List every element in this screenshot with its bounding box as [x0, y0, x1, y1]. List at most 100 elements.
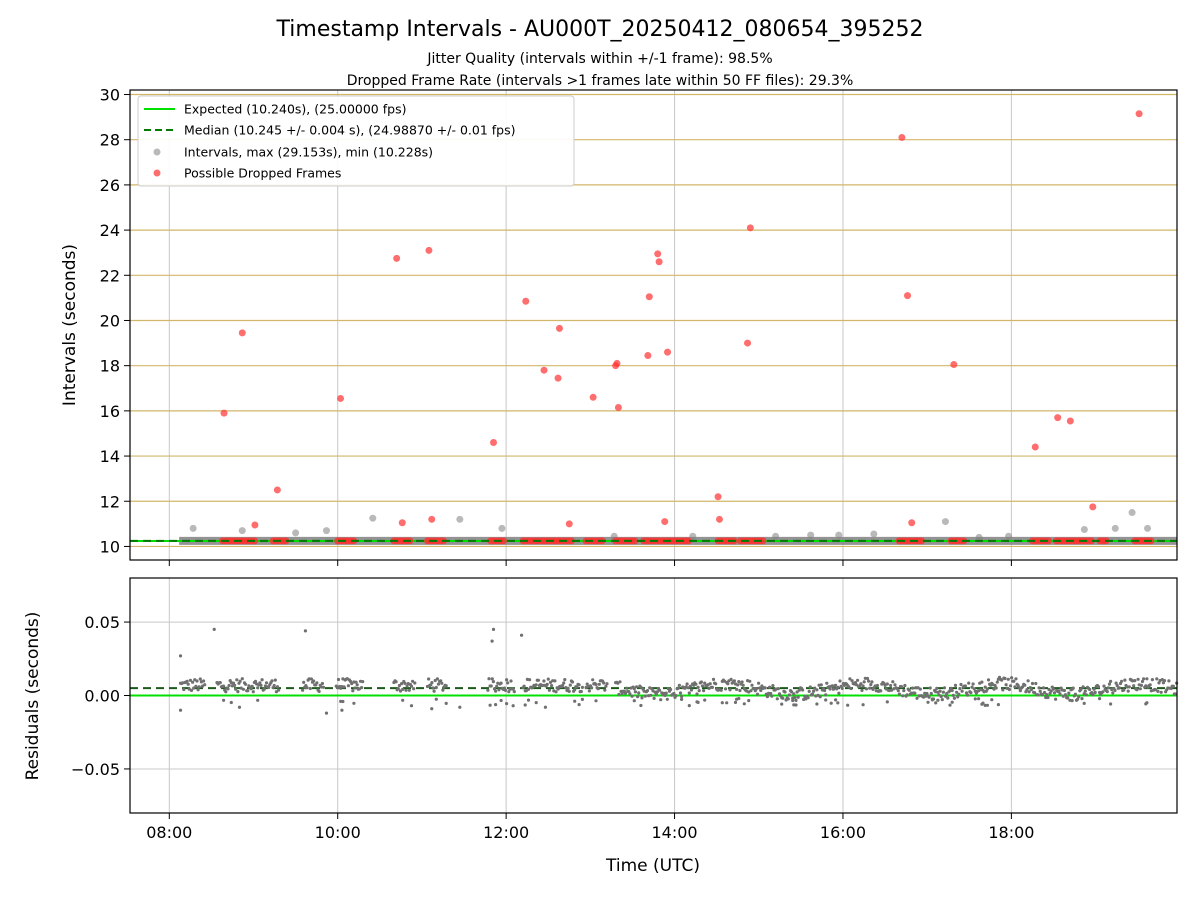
- residual-point: [579, 689, 583, 694]
- residual-point: [763, 686, 767, 690]
- residual-point: [628, 692, 632, 696]
- residual-point: [985, 687, 990, 691]
- top-y-tick-label: 28: [100, 131, 120, 150]
- residual-point: [801, 688, 805, 692]
- residual-point: [983, 685, 987, 689]
- residual-point: [528, 678, 532, 682]
- residual-point: [324, 711, 329, 715]
- residual-point: [509, 679, 513, 683]
- residual-point: [945, 691, 949, 696]
- residual-point: [685, 682, 689, 686]
- residual-point: [849, 686, 853, 691]
- residual-point: [1080, 697, 1084, 701]
- residual-point: [596, 687, 600, 691]
- residual-point: [312, 679, 316, 683]
- residual-point: [440, 681, 444, 685]
- residual-point: [996, 703, 1001, 707]
- residual-point: [861, 703, 865, 707]
- residual-point: [178, 708, 183, 712]
- dropped-frame-point: [1089, 503, 1097, 511]
- residual-point: [409, 684, 414, 688]
- residual-point: [1076, 697, 1080, 701]
- residual-point: [506, 681, 510, 685]
- residual-point: [526, 698, 531, 702]
- residual-point: [1049, 689, 1053, 693]
- residual-point: [309, 677, 313, 681]
- interval-point: [369, 514, 377, 522]
- residual-point: [594, 699, 598, 703]
- dropped-frame-point: [337, 394, 345, 402]
- residual-point: [413, 681, 417, 685]
- residual-point: [400, 682, 404, 686]
- residual-point: [815, 702, 819, 706]
- residual-point: [929, 691, 933, 696]
- residual-point: [618, 680, 622, 684]
- residual-point: [1139, 683, 1143, 688]
- residual-point: [1018, 689, 1023, 693]
- residual-point: [787, 693, 792, 697]
- residual-point: [771, 684, 775, 688]
- residual-point: [875, 683, 880, 688]
- residual-point: [1045, 693, 1049, 697]
- residual-point: [967, 681, 971, 685]
- residual-point: [1082, 701, 1086, 706]
- residual-point: [981, 701, 985, 705]
- dropped-frame-point: [540, 366, 548, 374]
- residual-point: [737, 680, 741, 684]
- dropped-frame-point: [655, 258, 663, 266]
- residual-point: [1067, 691, 1071, 695]
- residual-point: [902, 689, 906, 693]
- residual-point: [931, 697, 936, 701]
- residual-point: [1027, 690, 1031, 694]
- residual-point: [645, 689, 650, 693]
- interval-point: [870, 530, 878, 538]
- residual-point: [942, 686, 947, 690]
- residual-point: [856, 678, 860, 682]
- residual-point: [973, 697, 977, 701]
- residual-point: [911, 686, 915, 690]
- residual-point: [1101, 690, 1105, 694]
- residual-point: [748, 679, 752, 683]
- residual-point: [775, 697, 779, 701]
- residual-point: [696, 700, 700, 705]
- x-tick-label: 12:00: [483, 823, 529, 842]
- residual-point: [676, 686, 680, 690]
- x-tick-label: 18:00: [988, 823, 1034, 842]
- residual-point: [256, 698, 260, 702]
- chart-subtitle-dropped: Dropped Frame Rate (intervals >1 frames …: [347, 73, 854, 89]
- residual-point: [1133, 679, 1137, 683]
- residual-point: [659, 698, 663, 702]
- residual-point: [995, 680, 999, 684]
- top-y-tick-label: 18: [100, 357, 120, 376]
- residual-point: [776, 687, 781, 691]
- dropped-frame-point: [645, 293, 653, 301]
- residual-point: [186, 682, 190, 686]
- residual-point: [267, 685, 271, 690]
- residual-point: [914, 686, 918, 690]
- dropped-frame-point: [425, 246, 433, 254]
- residual-point: [848, 677, 852, 681]
- residual-point: [301, 688, 305, 692]
- chart-subtitle-jitter: Jitter Quality (intervals within +/-1 fr…: [426, 51, 772, 67]
- residual-point: [198, 677, 202, 681]
- residual-point: [1006, 677, 1010, 681]
- residual-point: [1096, 685, 1101, 689]
- residual-point: [1113, 688, 1117, 693]
- residual-point: [534, 701, 538, 705]
- dropped-frame-point: [631, 537, 639, 545]
- residual-point: [244, 682, 248, 686]
- interval-point: [498, 524, 506, 532]
- residual-point: [1034, 681, 1038, 686]
- residual-point: [1115, 683, 1119, 688]
- residual-point: [444, 701, 448, 706]
- residual-point: [264, 681, 269, 685]
- residual-point: [342, 685, 346, 689]
- residual-point: [597, 682, 601, 686]
- residual-point: [688, 684, 693, 688]
- residual-point: [238, 679, 242, 683]
- residual-point: [1084, 693, 1088, 697]
- residual-point: [1122, 688, 1126, 692]
- residual-point: [831, 687, 836, 691]
- residual-point: [1077, 695, 1081, 699]
- x-tick-label: 14:00: [651, 823, 697, 842]
